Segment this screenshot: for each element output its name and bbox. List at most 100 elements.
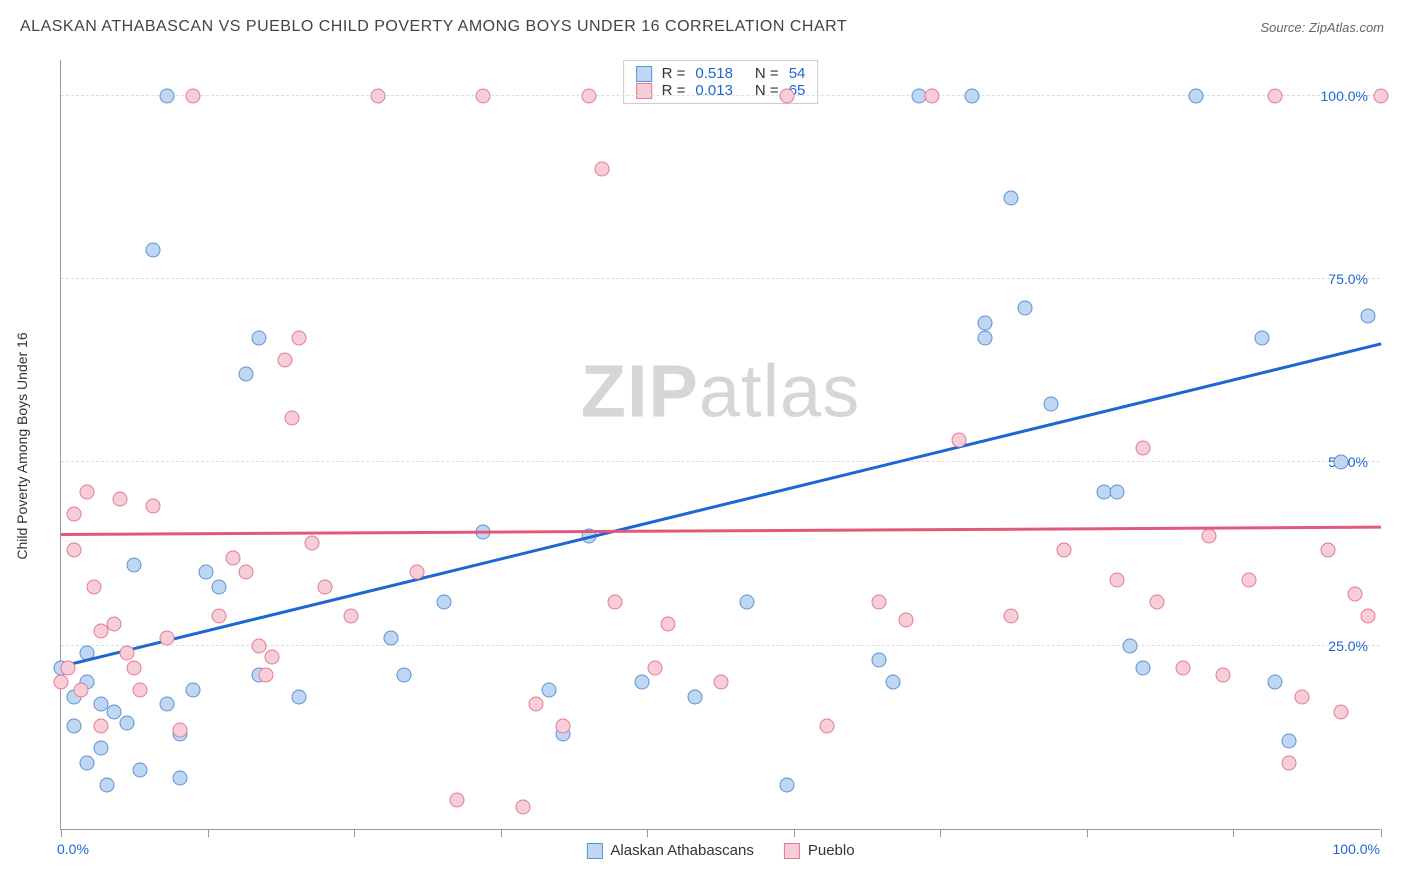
data-point <box>1374 88 1389 103</box>
data-point <box>87 580 102 595</box>
data-point <box>100 778 115 793</box>
y-tick-label: 25.0% <box>1328 638 1368 654</box>
data-point <box>67 719 82 734</box>
x-tick <box>1381 829 1382 837</box>
data-point <box>964 88 979 103</box>
data-point <box>159 88 174 103</box>
data-point <box>1044 396 1059 411</box>
n-label-1: N = <box>755 65 779 82</box>
data-point <box>304 536 319 551</box>
data-point <box>1360 308 1375 323</box>
data-point <box>80 484 95 499</box>
data-point <box>278 352 293 367</box>
data-point <box>1136 660 1151 675</box>
legend-swatch-1 <box>586 843 602 859</box>
data-point <box>146 242 161 257</box>
data-point <box>648 660 663 675</box>
data-point <box>925 88 940 103</box>
x-tick <box>61 829 62 837</box>
data-point <box>370 88 385 103</box>
trend-line <box>61 526 1381 536</box>
data-point <box>1149 594 1164 609</box>
data-point <box>212 580 227 595</box>
data-point <box>93 719 108 734</box>
data-point <box>978 316 993 331</box>
data-point <box>120 715 135 730</box>
legend-label-2: Pueblo <box>808 842 855 859</box>
data-point <box>225 550 240 565</box>
data-point <box>1360 609 1375 624</box>
data-point <box>780 88 795 103</box>
data-point <box>1268 675 1283 690</box>
data-point <box>1202 528 1217 543</box>
gridline <box>61 461 1380 462</box>
watermark-bold: ZIP <box>581 349 699 432</box>
data-point <box>595 162 610 177</box>
bottom-legend: Alaskan Athabascans Pueblo <box>586 842 854 859</box>
data-point <box>258 668 273 683</box>
chart-title: ALASKAN ATHABASCAN VS PUEBLO CHILD POVER… <box>20 18 847 36</box>
data-point <box>740 594 755 609</box>
data-point <box>172 770 187 785</box>
legend-swatch-2 <box>784 843 800 859</box>
data-point <box>159 697 174 712</box>
data-point <box>516 800 531 815</box>
data-point <box>1176 660 1191 675</box>
x-tick <box>1087 829 1088 837</box>
data-point <box>1189 88 1204 103</box>
data-point <box>133 763 148 778</box>
data-point <box>159 631 174 646</box>
x-tick <box>354 829 355 837</box>
data-point <box>318 580 333 595</box>
data-point <box>67 543 82 558</box>
data-point <box>1123 638 1138 653</box>
data-point <box>120 646 135 661</box>
data-point <box>291 690 306 705</box>
data-point <box>1334 455 1349 470</box>
gridline <box>61 95 1380 96</box>
data-point <box>661 616 676 631</box>
data-point <box>1347 587 1362 602</box>
data-point <box>1242 572 1257 587</box>
data-point <box>634 675 649 690</box>
data-point <box>1017 301 1032 316</box>
data-point <box>126 660 141 675</box>
data-point <box>1004 191 1019 206</box>
y-axis-label: Child Poverty Among Boys Under 16 <box>14 332 30 559</box>
data-point <box>1110 572 1125 587</box>
data-point <box>67 506 82 521</box>
legend-item-1: Alaskan Athabascans <box>586 842 753 859</box>
source-attribution: Source: ZipAtlas.com <box>1260 20 1384 35</box>
data-point <box>397 668 412 683</box>
x-min-label: 0.0% <box>57 841 89 857</box>
data-point <box>714 675 729 690</box>
legend-item-2: Pueblo <box>784 842 855 859</box>
x-tick <box>794 829 795 837</box>
data-point <box>344 609 359 624</box>
data-point <box>898 613 913 628</box>
stat-row-1: R = 0.518 N = 54 <box>636 65 806 82</box>
data-point <box>555 719 570 734</box>
data-point <box>113 492 128 507</box>
data-point <box>265 649 280 664</box>
data-point <box>1004 609 1019 624</box>
data-point <box>410 565 425 580</box>
x-tick <box>1233 829 1234 837</box>
x-tick <box>501 829 502 837</box>
data-point <box>60 660 75 675</box>
data-point <box>582 88 597 103</box>
data-point <box>1215 668 1230 683</box>
r-value-1: 0.518 <box>695 65 733 82</box>
data-point <box>1281 734 1296 749</box>
data-point <box>80 756 95 771</box>
data-point <box>885 675 900 690</box>
r-label-2: R = <box>662 82 686 99</box>
plot-area: ZIPatlas R = 0.518 N = 54 R = 0.013 N = … <box>60 60 1380 830</box>
data-point <box>106 704 121 719</box>
data-point <box>529 697 544 712</box>
data-point <box>285 411 300 426</box>
data-point <box>252 638 267 653</box>
data-point <box>384 631 399 646</box>
data-point <box>199 565 214 580</box>
data-point <box>687 690 702 705</box>
